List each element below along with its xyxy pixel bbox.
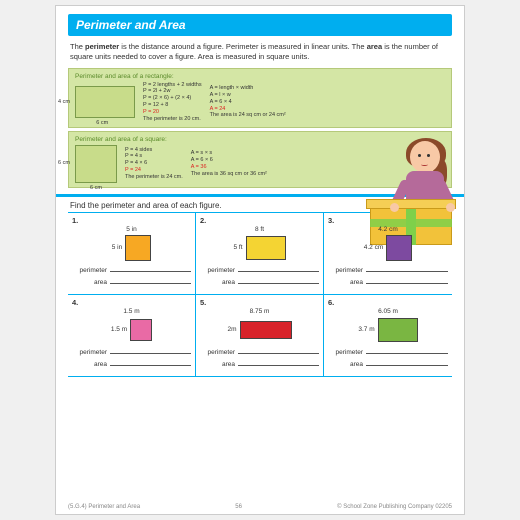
problem-cell: 2.8 ft 5 ft perimeter area	[196, 213, 324, 295]
area-blank[interactable]	[366, 277, 448, 284]
side-dimension: 3.7 m	[358, 326, 374, 333]
example-calc: P = 2 lengths + 2 widths P = 2l + 2w P =…	[143, 82, 202, 123]
perimeter-blank[interactable]	[110, 265, 191, 272]
area-blank[interactable]	[110, 277, 191, 284]
side-dimension: 5 in	[112, 244, 122, 251]
perimeter-blank[interactable]	[238, 347, 319, 354]
example-box: Perimeter and area of a rectangle: 4 cm6 …	[68, 68, 452, 128]
perimeter-blank[interactable]	[238, 265, 319, 272]
problem-shape	[378, 318, 418, 342]
problem-shape	[125, 235, 151, 261]
top-dimension: 1.5 m	[72, 308, 191, 315]
perimeter-label: perimeter	[328, 267, 366, 274]
problem-cell: 3.4.2 cm4.2 cmperimeterarea	[324, 213, 452, 295]
problem-cell: 1.5 in5 inperimeterarea	[68, 213, 196, 295]
footer-left: (5.G.4) Perimeter and Area	[68, 504, 140, 510]
problem-number: 2.	[200, 216, 319, 225]
footer-page-number: 56	[235, 504, 242, 510]
area-label: area	[200, 279, 238, 286]
side-dimension: 4.2 cm	[364, 244, 384, 251]
top-dimension: 4.2 cm	[328, 226, 448, 233]
top-dimension: 6.05 m	[328, 308, 448, 315]
problems-grid: 1.5 in5 inperimeterarea2.8 ft5 ftperimet…	[68, 212, 452, 377]
problem-cell: 5.8.75 m 2m perimeter area	[196, 295, 324, 377]
top-dimension: 5 in	[72, 226, 191, 233]
perimeter-label: perimeter	[72, 267, 110, 274]
problem-shape	[386, 235, 412, 261]
example-calc: A = length × width A = l × w A = 6 × 4 A…	[210, 85, 286, 119]
side-dimension: 1.5 m	[111, 326, 127, 333]
problem-number: 6.	[328, 298, 448, 307]
top-dimension: 8 ft	[200, 226, 319, 233]
area-label: area	[200, 361, 238, 368]
footer-right: © School Zone Publishing Company 02205	[337, 504, 452, 510]
problem-shape	[130, 319, 152, 341]
side-dimension: 5 ft	[233, 244, 242, 251]
top-dimension: 8.75 m	[200, 308, 319, 315]
area-label: area	[328, 279, 366, 286]
example-calc: A = s × s A = 6 × 6 A = 36 The area is 3…	[191, 150, 267, 178]
page-footer: (5.G.4) Perimeter and Area 56 © School Z…	[68, 504, 452, 510]
perimeter-blank[interactable]	[366, 265, 448, 272]
problem-number: 3.	[328, 216, 448, 225]
area-blank[interactable]	[366, 359, 448, 366]
problem-number: 4.	[72, 298, 191, 307]
example-shape: 4 cm6 cm	[75, 86, 135, 118]
area-label: area	[72, 361, 110, 368]
perimeter-label: perimeter	[200, 267, 238, 274]
problem-cell: 4.1.5 m1.5 mperimeterarea	[68, 295, 196, 377]
perimeter-label: perimeter	[328, 349, 366, 356]
problem-number: 1.	[72, 216, 191, 225]
area-blank[interactable]	[238, 277, 319, 284]
example-title: Perimeter and area of a rectangle:	[75, 73, 445, 80]
worksheet-page: Perimeter and Area The perimeter is the …	[55, 5, 465, 515]
problem-shape	[240, 321, 292, 339]
perimeter-blank[interactable]	[366, 347, 448, 354]
problem-cell: 6.6.05 m 3.7 m perimeter area	[324, 295, 452, 377]
perimeter-blank[interactable]	[110, 347, 191, 354]
perimeter-label: perimeter	[72, 349, 110, 356]
area-blank[interactable]	[110, 359, 191, 366]
side-dimension: 2m	[227, 326, 236, 333]
intro-text: The perimeter is the distance around a f…	[70, 42, 450, 62]
example-calc: P = 4 sides P = 4 s P = 4 × 6 P = 24 The…	[125, 147, 183, 181]
problem-number: 5.	[200, 298, 319, 307]
area-label: area	[72, 279, 110, 286]
perimeter-label: perimeter	[200, 349, 238, 356]
example-shape: 6 cm6 cm	[75, 145, 117, 183]
area-label: area	[328, 361, 366, 368]
page-title: Perimeter and Area	[68, 14, 452, 36]
problem-shape	[246, 236, 286, 260]
area-blank[interactable]	[238, 359, 319, 366]
